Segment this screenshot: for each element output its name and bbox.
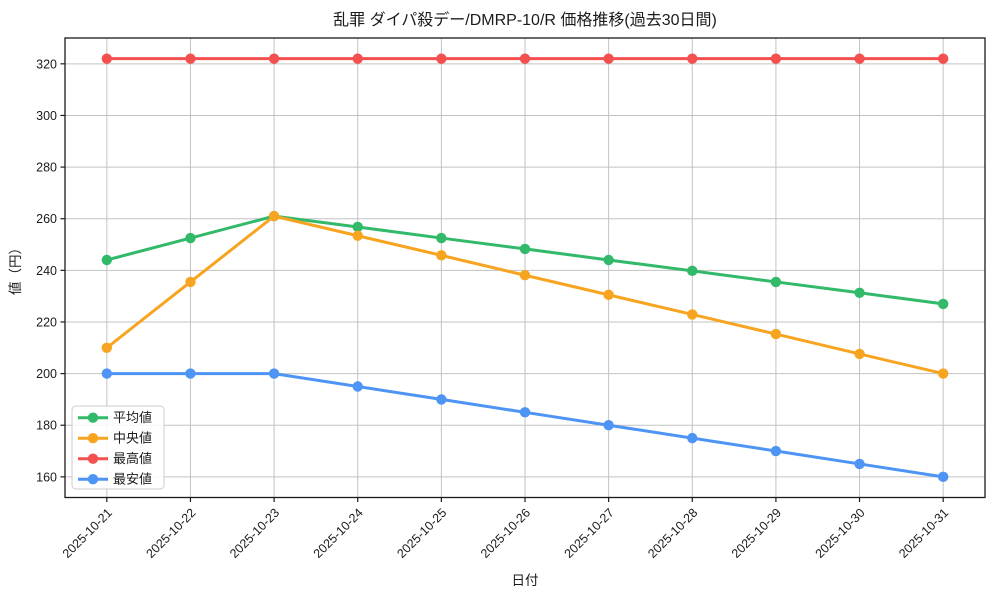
x-tick-label: 2025-10-28 <box>645 506 700 561</box>
data-point-marker <box>185 53 196 64</box>
data-point-marker <box>603 420 614 431</box>
data-point-marker <box>352 53 363 64</box>
data-point-marker <box>937 471 949 483</box>
x-tick-label: 2025-10-27 <box>562 506 617 561</box>
data-point-marker <box>937 53 949 64</box>
data-point-marker <box>436 53 447 64</box>
data-point-marker <box>603 254 614 266</box>
y-tick-label: 280 <box>36 161 57 175</box>
data-point-marker <box>101 254 113 266</box>
data-point-marker <box>770 276 782 288</box>
data-point-marker <box>185 276 196 288</box>
data-point-marker <box>268 210 280 222</box>
data-point-marker <box>687 53 698 64</box>
data-point-marker <box>519 270 531 281</box>
legend-box <box>71 405 165 490</box>
data-point-marker <box>268 368 280 379</box>
legend-label: 最安値 <box>113 472 152 487</box>
legend-marker-dot <box>87 453 99 464</box>
x-tick-label: 2025-10-30 <box>813 506 868 561</box>
data-point-marker <box>101 342 113 353</box>
y-tick-label: 180 <box>36 419 57 433</box>
data-point-marker <box>854 287 865 298</box>
y-tick-label: 160 <box>36 470 57 484</box>
plot-border <box>64 37 986 499</box>
data-point-marker <box>687 265 698 277</box>
legend-label: 平均値 <box>113 410 152 425</box>
data-point-marker <box>770 53 782 64</box>
series-layer <box>101 53 949 483</box>
y-axis-label: 値（円） <box>8 241 23 295</box>
legend-label: 最高値 <box>113 451 152 466</box>
data-point-marker <box>185 232 196 244</box>
data-point-marker <box>101 368 113 379</box>
data-point-marker <box>770 445 782 457</box>
x-tick-label: 2025-10-26 <box>478 506 533 561</box>
data-point-marker <box>352 221 363 233</box>
data-point-marker <box>687 309 698 320</box>
legend-marker-dot <box>87 474 99 485</box>
x-tick-label: 2025-10-23 <box>227 506 282 561</box>
data-point-marker <box>603 53 614 64</box>
axis-layer: 160 180 200 220 240 260 280 300 320 2025-10-21 202… <box>36 37 986 561</box>
data-point-marker <box>937 298 949 310</box>
data-point-marker <box>436 394 447 405</box>
x-tick-label: 2025-10-22 <box>143 506 198 561</box>
data-point-marker <box>603 289 614 301</box>
x-tick-label: 2025-10-29 <box>729 506 784 561</box>
y-tick-label: 300 <box>36 109 57 123</box>
series-最安値 <box>101 368 949 483</box>
data-point-marker <box>854 348 865 360</box>
series-最高値 <box>101 53 949 64</box>
data-point-marker <box>687 432 698 444</box>
x-tick-label: 2025-10-24 <box>311 506 366 561</box>
x-tick-label: 2025-10-25 <box>394 506 449 561</box>
y-tick-label: 260 <box>36 212 57 226</box>
data-point-marker <box>352 381 363 392</box>
y-tick-label: 220 <box>36 315 57 329</box>
data-point-marker <box>937 368 949 379</box>
series-中央値 <box>101 210 949 379</box>
data-point-marker <box>268 53 280 64</box>
data-point-marker <box>854 458 865 470</box>
chart-title: 乱罪 ダイパ殺デー/DMRP-10/R 価格推移(過去30日間) <box>333 10 717 29</box>
legend-marker-dot <box>87 433 99 444</box>
y-tick-label: 320 <box>36 57 57 71</box>
data-point-marker <box>352 230 363 241</box>
data-point-marker <box>436 250 447 261</box>
data-point-marker <box>101 53 113 64</box>
data-point-marker <box>519 243 531 255</box>
grid-layer <box>65 38 985 498</box>
data-point-marker <box>436 232 447 244</box>
legend-marker-dot <box>87 412 99 423</box>
data-point-marker <box>185 368 196 379</box>
data-point-marker <box>519 407 531 418</box>
x-tick-label: 2025-10-31 <box>896 506 951 561</box>
y-tick-label: 200 <box>36 367 57 381</box>
x-axis-label: 日付 <box>512 573 539 588</box>
y-tick-label: 240 <box>36 264 57 278</box>
data-point-marker <box>770 328 782 340</box>
data-point-marker <box>519 53 531 64</box>
x-tick-label: 2025-10-21 <box>60 506 115 561</box>
legend-label: 中央値 <box>113 431 152 446</box>
data-point-marker <box>854 53 865 64</box>
